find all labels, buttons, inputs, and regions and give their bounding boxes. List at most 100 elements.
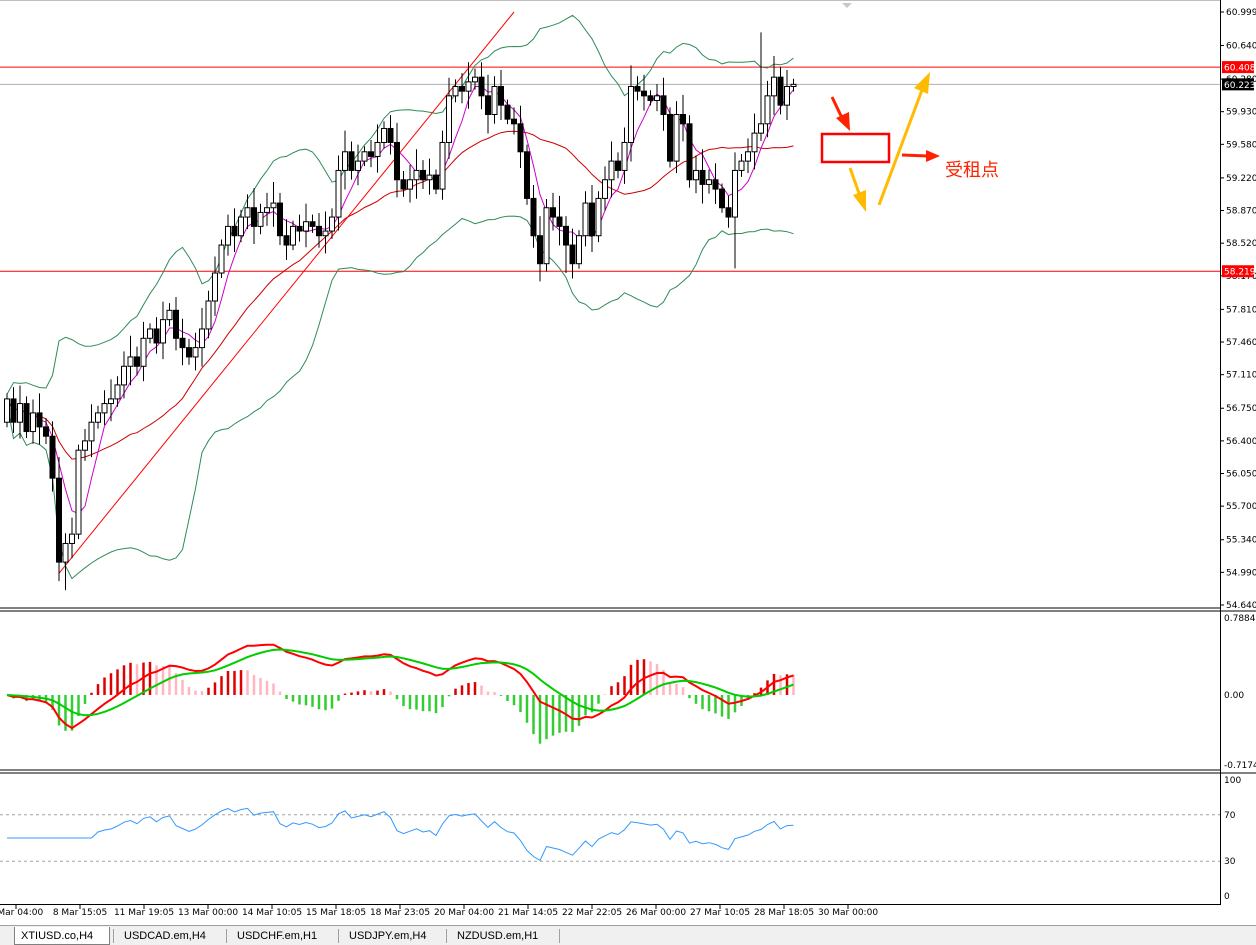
candle-body <box>595 197 602 237</box>
annotation-layer: 受租点 <box>820 72 999 212</box>
candle-body <box>472 76 478 83</box>
candle-body <box>719 188 725 209</box>
candle-body <box>43 426 49 437</box>
candle-body <box>485 95 491 115</box>
candle-body <box>725 207 732 218</box>
candle-body <box>10 398 17 423</box>
candle-body <box>361 151 368 162</box>
candle-body <box>777 76 784 106</box>
candle-body <box>504 104 511 120</box>
red-arrow-right <box>901 153 929 158</box>
candle-body <box>569 244 576 265</box>
candle-body <box>465 81 472 92</box>
rsi-panel[interactable] <box>0 807 1220 862</box>
candle-body <box>205 300 212 330</box>
time-tick-label: 22 Mar 22:05 <box>562 908 622 918</box>
candle-body <box>582 202 589 237</box>
candle-body <box>75 449 82 535</box>
price-tick-label: 56.050 <box>1226 470 1256 480</box>
price-tick-label: 59.930 <box>1226 108 1256 118</box>
level-badge <box>1222 61 1254 74</box>
candle-body <box>602 179 608 199</box>
candle-body <box>199 328 205 349</box>
candle-body <box>95 412 101 423</box>
candle-body <box>407 179 413 190</box>
candle-body <box>153 328 160 344</box>
candle-body <box>413 169 420 181</box>
macd-panel[interactable] <box>6 643 795 744</box>
candle-body <box>628 86 634 143</box>
candle-body <box>114 384 121 400</box>
candle-body <box>316 225 322 237</box>
candle-body <box>446 95 452 143</box>
candle-body <box>751 132 758 153</box>
candle-body <box>134 356 140 367</box>
candle-body <box>511 118 517 125</box>
candle-body <box>56 477 62 563</box>
candle-body <box>478 76 485 97</box>
candle-body <box>550 207 556 218</box>
candle-body <box>400 179 407 190</box>
candle-body <box>543 207 550 265</box>
price-tick-label: 58.870 <box>1226 207 1256 217</box>
candle-body <box>212 272 218 302</box>
tab-usdjpy-h4[interactable]: USDJPY.em,H4 <box>349 930 427 942</box>
candle-body <box>322 230 329 237</box>
candle-body <box>342 151 348 171</box>
price-tick-label: 54.640 <box>1226 601 1256 611</box>
macd-signal-line <box>6 648 794 717</box>
candle-body <box>160 319 166 344</box>
candle-body <box>589 202 595 237</box>
candle-body <box>712 179 719 190</box>
candle-body <box>296 225 303 232</box>
time-tick-label: 27 Mar 10:05 <box>690 908 750 918</box>
candle-body <box>101 403 108 414</box>
rsi-tick-label: 70 <box>1224 811 1236 821</box>
time-tick-label: 15 Mar 18:05 <box>306 908 366 918</box>
candle-body <box>88 421 95 442</box>
tab-nzdusd-h1[interactable]: NZDUSD.em,H1 <box>457 930 539 942</box>
chart-area[interactable]: 60.99960.64060.28059.93059.58059.22058.8… <box>0 0 1256 925</box>
candle-body <box>699 169 706 185</box>
candle-body <box>693 169 699 181</box>
candle-body <box>23 403 30 433</box>
symbol-tab-bar: XTIUSD.co,H4 USDCAD.em,H4 USDCHF.em,H1 U… <box>0 925 1256 945</box>
time-tick-label: 20 Mar 04:00 <box>434 908 494 918</box>
macd-tick-label: -0.7174 <box>1224 761 1256 771</box>
time-tick-label: 18 Mar 23:05 <box>370 908 430 918</box>
candle-body <box>706 179 712 185</box>
candle-body <box>270 202 277 209</box>
candle-body <box>186 347 192 358</box>
candle-body <box>394 141 400 181</box>
candle-body <box>745 151 751 162</box>
candle-body <box>784 86 790 106</box>
candle-body <box>49 435 56 479</box>
candle-body <box>82 440 88 451</box>
bollinger-lower <box>6 215 794 580</box>
price-tick-label: 56.750 <box>1226 404 1256 414</box>
time-tick-label: 26 Mar 00:00 <box>626 908 686 918</box>
candle-body <box>36 412 43 428</box>
candle-body <box>225 225 231 246</box>
level-badge <box>1222 265 1254 278</box>
candle-body <box>264 207 270 213</box>
candle-body <box>62 542 69 563</box>
candle-body <box>257 211 264 227</box>
time-tick-label: 7 Mar 04:00 <box>0 908 43 918</box>
price-panel[interactable] <box>0 11 1220 591</box>
tab-usdcad-h4[interactable]: USDCAD.em,H4 <box>124 930 206 942</box>
price-tick-label: 57.110 <box>1226 371 1256 381</box>
candle-body <box>764 95 771 125</box>
time-tick-label: 8 Mar 15:05 <box>53 908 107 918</box>
candle-body <box>459 86 465 92</box>
trendline <box>58 11 515 574</box>
time-tick-label: 11 Mar 19:05 <box>114 908 174 918</box>
tab-usdchf-h1[interactable]: USDCHF.em,H1 <box>237 930 318 942</box>
candle-body <box>732 169 738 218</box>
price-tick-label: 59.580 <box>1226 140 1256 150</box>
candle-body <box>251 207 257 227</box>
tab-xtiusd-h4[interactable]: XTIUSD.co,H4 <box>14 927 110 945</box>
candle-body <box>368 151 374 157</box>
candle-body <box>381 127 387 143</box>
candle-body <box>166 309 173 321</box>
